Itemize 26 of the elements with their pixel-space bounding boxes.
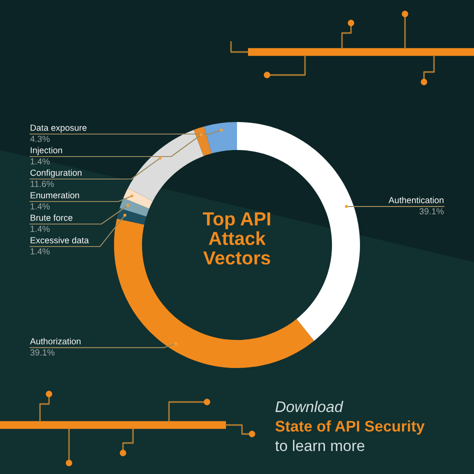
- data-label: 4.3%: [30, 136, 50, 142]
- data-label: 39.1%: [420, 208, 444, 214]
- donut-slice: [128, 130, 204, 202]
- slice-label: Data exposure: [30, 124, 87, 133]
- slice-label: Excessive data: [30, 236, 89, 244]
- donut-slice: [123, 188, 153, 209]
- data-label: 39.1%: [30, 349, 54, 356]
- slice-label: Injection: [30, 146, 62, 156]
- slice-label: Authentication: [388, 196, 444, 204]
- donut-slice: [194, 126, 212, 156]
- data-label: 11.6%: [30, 180, 54, 187]
- text: Download: [275, 400, 344, 412]
- donut-slice: [120, 198, 150, 217]
- donut-slice: [204, 122, 237, 154]
- slice-label: Enumeration: [30, 192, 80, 198]
- text: State of API Security: [275, 420, 425, 435]
- slice-label: Authorization: [30, 338, 81, 344]
- text: to learn more: [275, 440, 364, 452]
- slice-label: Brute force: [30, 214, 72, 221]
- slice-label: Configuration: [30, 169, 82, 178]
- data-label: 1.4%: [30, 158, 50, 164]
- donut-slice: [116, 208, 146, 225]
- data-label: 1.4%: [30, 203, 50, 210]
- text: Top API Attack Vectors: [202, 212, 270, 265]
- data-label: 1.4%: [30, 226, 50, 232]
- data-label: 1.4%: [30, 248, 50, 254]
